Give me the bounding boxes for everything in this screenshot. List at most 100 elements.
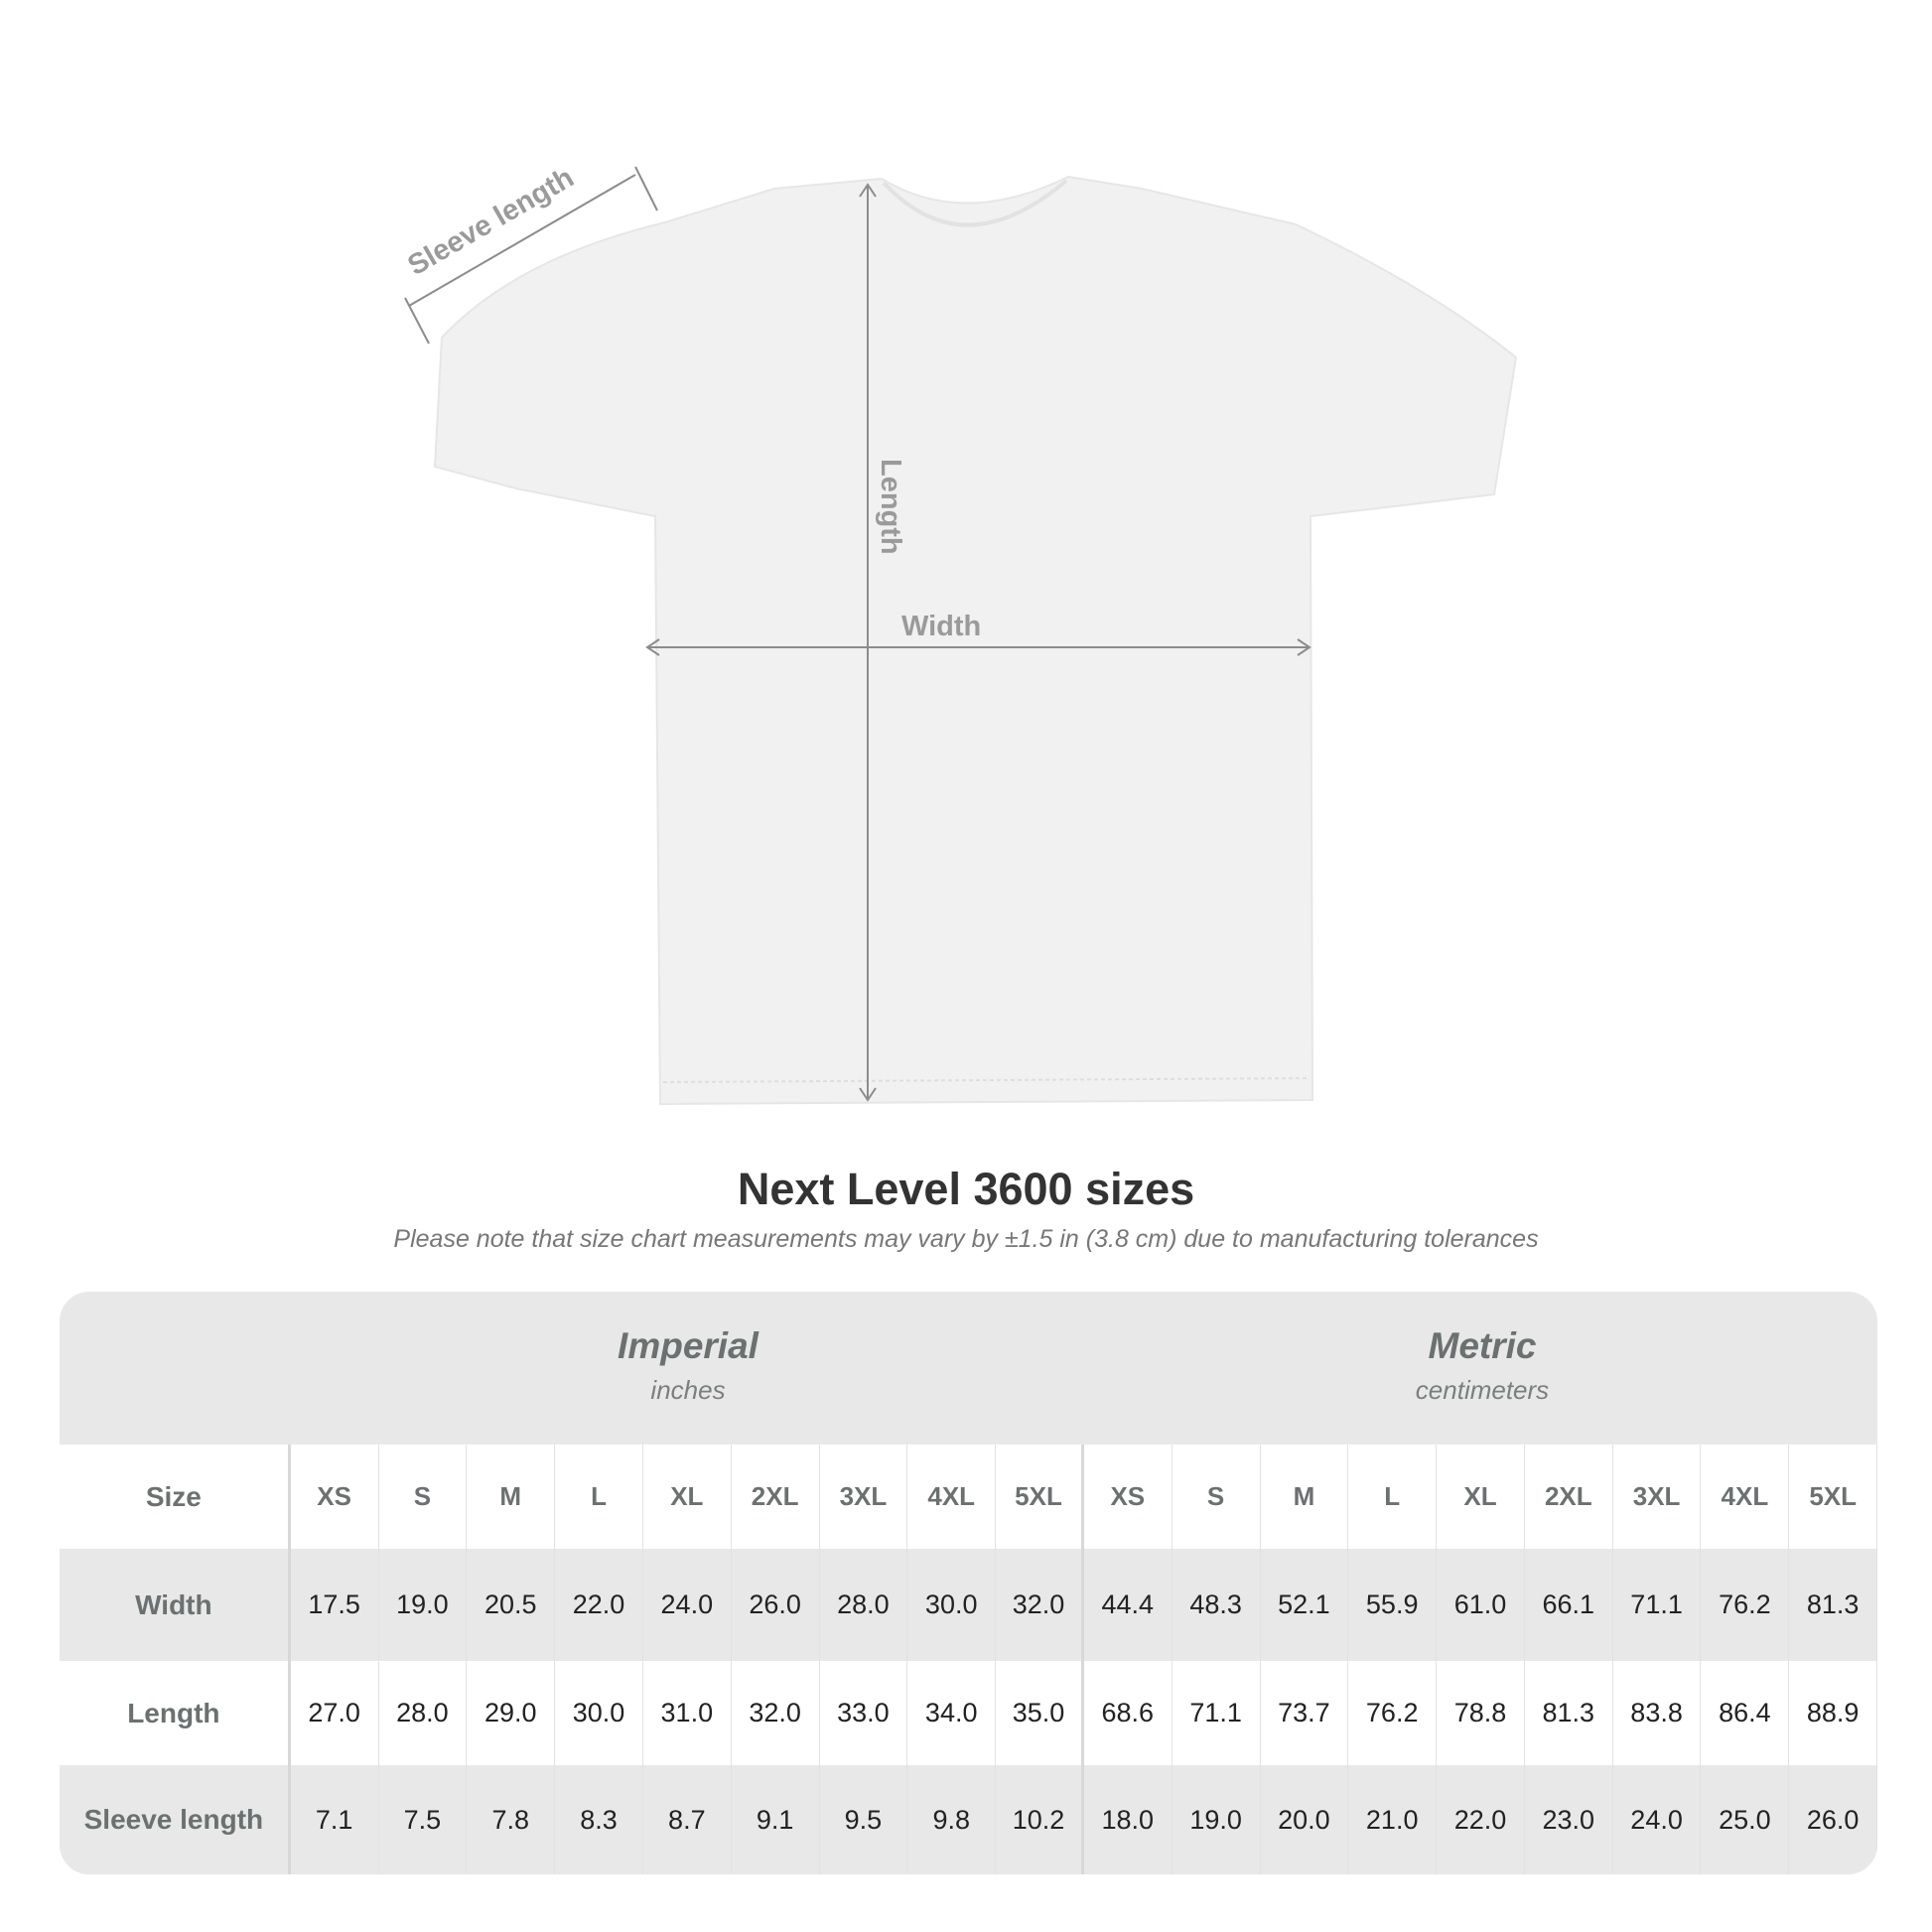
imperial-value-cell: 32.0 [996, 1549, 1084, 1661]
length-arrow-bottom-icon [859, 1087, 877, 1102]
sleeve-arrow-end-left [404, 297, 430, 345]
metric-value-cell: 61.0 [1437, 1549, 1525, 1661]
imperial-value-cell: 28.0 [379, 1661, 468, 1765]
imperial-value-cell: 17.5 [291, 1549, 379, 1661]
tshirt-collar [882, 179, 1068, 227]
imperial-value-cell: 7.1 [291, 1765, 379, 1874]
metric-size-4XL: 4XL [1701, 1445, 1790, 1549]
imperial-size-3XL: 3XL [820, 1445, 908, 1549]
tolerance-note: Please note that size chart measurements… [393, 1225, 1539, 1253]
metric-value-cell: 68.6 [1084, 1661, 1173, 1765]
imperial-value-cell: 7.8 [467, 1765, 556, 1874]
metric-value-cell: 88.9 [1789, 1661, 1877, 1765]
metric-value-cell: 20.0 [1261, 1765, 1349, 1874]
metric-value-cell: 21.0 [1348, 1765, 1438, 1874]
imperial-value-cell: 27.0 [291, 1661, 379, 1765]
imperial-size-5XL: 5XL [996, 1445, 1084, 1549]
imperial-value-cell: 29.0 [467, 1661, 556, 1765]
metric-size-XL: XL [1437, 1445, 1525, 1549]
metric-value-cell: 73.7 [1261, 1661, 1349, 1765]
metric-value-cell: 86.4 [1701, 1661, 1790, 1765]
imperial-size-4XL: 4XL [907, 1445, 997, 1549]
metric-value-cell: 48.3 [1173, 1549, 1261, 1661]
metric-value-cell: 71.1 [1613, 1549, 1702, 1661]
imperial-value-cell: 22.0 [555, 1549, 643, 1661]
row-label: Sleeve length [60, 1765, 291, 1874]
size-label: Size [60, 1445, 291, 1549]
imperial-value-cell: 31.0 [643, 1661, 732, 1765]
row-label: Length [60, 1661, 291, 1765]
metric-value-cell: 55.9 [1348, 1549, 1438, 1661]
sleeve-arrow [408, 174, 636, 307]
imperial-value-cell: 35.0 [996, 1661, 1084, 1765]
imperial-value-cell: 8.7 [643, 1765, 732, 1874]
page-title: Next Level 3600 sizes [737, 1164, 1195, 1214]
length-label: Length [875, 459, 906, 555]
metric-size-L: L [1348, 1445, 1438, 1549]
table-row: Width 17.5 19.0 20.5 22.0 24.0 26.0 28.0 30.0 32.… [60, 1549, 1877, 1661]
imperial-value-cell: 19.0 [379, 1549, 468, 1661]
metric-size-3XL: 3XL [1613, 1445, 1702, 1549]
metric-value-cell: 24.0 [1613, 1765, 1702, 1874]
metric-size-5XL: 5XL [1789, 1445, 1877, 1549]
imperial-value-cell: 34.0 [907, 1661, 997, 1765]
metric-size-XS: XS [1084, 1445, 1173, 1549]
imperial-value-cell: 9.1 [732, 1765, 820, 1874]
metric-value-cell: 71.1 [1173, 1661, 1261, 1765]
metric-size-M: M [1261, 1445, 1349, 1549]
imperial-value-cell: 24.0 [643, 1549, 732, 1661]
imperial-value-cell: 7.5 [379, 1765, 468, 1874]
imperial-value-cell: 26.0 [732, 1549, 820, 1661]
metric-size-2XL: 2XL [1525, 1445, 1613, 1549]
metric-value-cell: 22.0 [1437, 1765, 1525, 1874]
metric-value-cell: 81.3 [1525, 1661, 1613, 1765]
metric-value-cell: 25.0 [1701, 1765, 1790, 1874]
metric-value-cell: 83.8 [1613, 1661, 1702, 1765]
imperial-size-XS: XS [291, 1445, 379, 1549]
metric-value-cell: 76.2 [1348, 1661, 1438, 1765]
metric-value-cell: 52.1 [1261, 1549, 1349, 1661]
imperial-value-cell: 20.5 [467, 1549, 556, 1661]
imperial-value-cell: 28.0 [820, 1549, 908, 1661]
imperial-value-cell: 30.0 [907, 1549, 997, 1661]
metric-value-cell: 76.2 [1701, 1549, 1790, 1661]
metric-header: Metric centimeters [1085, 1292, 1877, 1445]
metric-title: Metric [1428, 1325, 1537, 1366]
imperial-size-M: M [467, 1445, 556, 1549]
metric-value-cell: 18.0 [1084, 1765, 1173, 1874]
width-label: Width [901, 611, 981, 642]
imperial-title: Imperial [618, 1325, 759, 1366]
metric-size-S: S [1173, 1445, 1261, 1549]
tshirt-hem [662, 1077, 1310, 1083]
metric-value-cell: 78.8 [1437, 1661, 1525, 1765]
metric-value-cell: 44.4 [1084, 1549, 1173, 1661]
size-header-row: Size XS S M L XL 2XL 3XL 4XL 5XL XS S M L XL 2XL 3XL 4XL 5… [60, 1445, 1877, 1549]
row-label: Width [60, 1549, 291, 1661]
imperial-header: Imperial inches [291, 1292, 1085, 1445]
width-arrow-left-icon [645, 638, 660, 656]
length-arrow-top-icon [859, 183, 877, 198]
sleeve-arrow-end-right [634, 166, 658, 211]
metric-value-cell: 81.3 [1789, 1549, 1877, 1661]
tshirt-shape [433, 175, 1518, 1106]
metric-value-cell: 26.0 [1789, 1765, 1877, 1874]
imperial-value-cell: 10.2 [996, 1765, 1084, 1874]
width-arrow-right-icon [1297, 638, 1311, 656]
imperial-size-S: S [379, 1445, 468, 1549]
size-table: Imperial inches Metric centimeters Size X… [60, 1292, 1877, 1874]
metric-value-cell: 19.0 [1173, 1765, 1261, 1874]
table-row: Length 27.0 28.0 29.0 30.0 31.0 32.0 33.0 34.0 35… [60, 1661, 1877, 1765]
imperial-value-cell: 9.5 [820, 1765, 908, 1874]
metric-unit: centimeters [1415, 1375, 1550, 1405]
imperial-value-cell: 32.0 [732, 1661, 820, 1765]
table-row: Sleeve length 7.1 7.5 7.8 8.3 8.7 9.1 9.5 9.8 10.… [60, 1765, 1877, 1874]
imperial-size-L: L [555, 1445, 643, 1549]
imperial-value-cell: 9.8 [907, 1765, 997, 1874]
tshirt-diagram: Sleeve length Length Width [403, 162, 1518, 1106]
imperial-unit: inches [650, 1375, 726, 1405]
imperial-value-cell: 33.0 [820, 1661, 908, 1765]
imperial-value-cell: 30.0 [555, 1661, 643, 1765]
metric-value-cell: 66.1 [1525, 1549, 1613, 1661]
imperial-size-XL: XL [643, 1445, 732, 1549]
metric-value-cell: 23.0 [1525, 1765, 1613, 1874]
